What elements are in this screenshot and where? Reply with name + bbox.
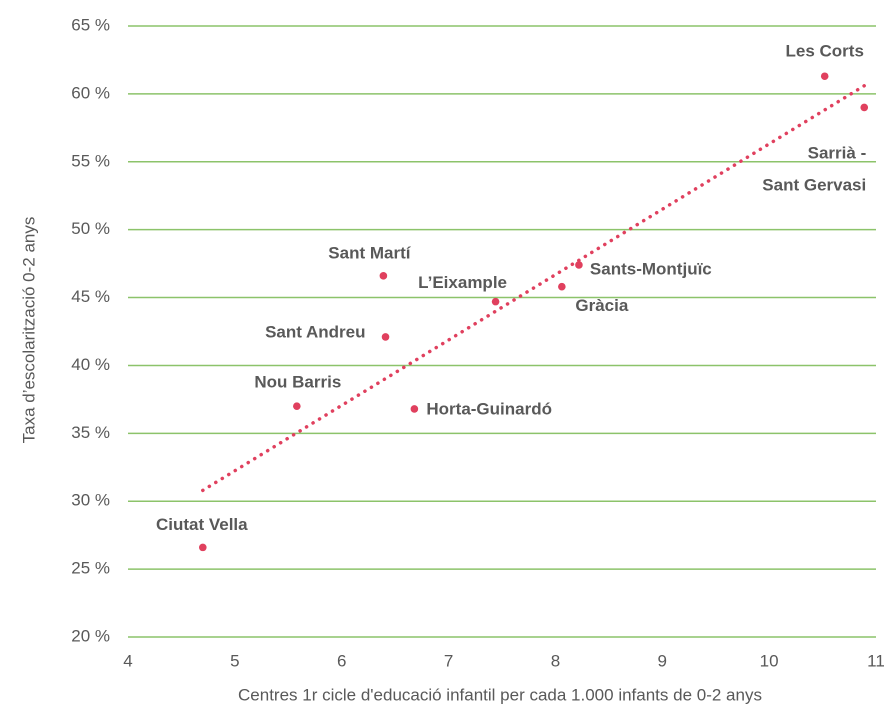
- x-tick-label: 5: [230, 651, 239, 670]
- point: [491, 297, 500, 306]
- point: [860, 103, 869, 112]
- point: [199, 543, 207, 552]
- point: [379, 272, 388, 280]
- point: [381, 333, 390, 341]
- point-label: Ciutat Vella: [156, 515, 248, 534]
- x-tick-label: 9: [658, 651, 667, 670]
- point: [575, 261, 583, 269]
- point: [410, 405, 419, 413]
- y-tick-label: 20 %: [71, 626, 110, 645]
- point-label: Sant Andreu: [265, 322, 365, 341]
- y-tick-label: 30 %: [71, 491, 110, 510]
- x-tick-label: 7: [444, 651, 453, 670]
- x-tick-label: 6: [337, 651, 346, 670]
- point-label: L’Eixample: [418, 273, 507, 292]
- x-tick-label: 10: [760, 651, 779, 670]
- point-label: Sarrià -Sant Gervasi: [762, 144, 866, 195]
- point: [558, 282, 566, 291]
- y-tick-label: 45 %: [71, 287, 110, 306]
- y-tick-label: 35 %: [71, 423, 110, 442]
- x-axis-title: Centres 1r cicle d'educació infantil per…: [238, 685, 762, 704]
- point-label: Horta-Guinardó: [426, 399, 552, 418]
- point: [293, 402, 301, 410]
- y-tick-label: 25 %: [71, 559, 110, 578]
- y-tick-label: 65 %: [71, 15, 110, 34]
- x-tick-label: 4: [123, 651, 132, 670]
- point-label: Sants-Montjuïc: [590, 259, 712, 278]
- point-label: Gràcia: [575, 296, 628, 315]
- y-tick-label: 40 %: [71, 355, 110, 374]
- y-tick-label: 55 %: [71, 151, 110, 170]
- point-label: Sant Martí: [328, 243, 411, 262]
- point: [820, 72, 829, 81]
- trendline: [201, 83, 866, 493]
- y-tick-label: 60 %: [71, 83, 110, 102]
- x-tick-label: 8: [551, 651, 560, 670]
- y-axis-title: Taxa d’escolarització 0-2 anys: [19, 217, 38, 444]
- point-label: Nou Barris: [254, 373, 341, 392]
- y-tick-label: 50 %: [71, 219, 110, 238]
- x-tick-label: 11: [867, 651, 885, 670]
- point-label: Les Corts: [785, 42, 863, 61]
